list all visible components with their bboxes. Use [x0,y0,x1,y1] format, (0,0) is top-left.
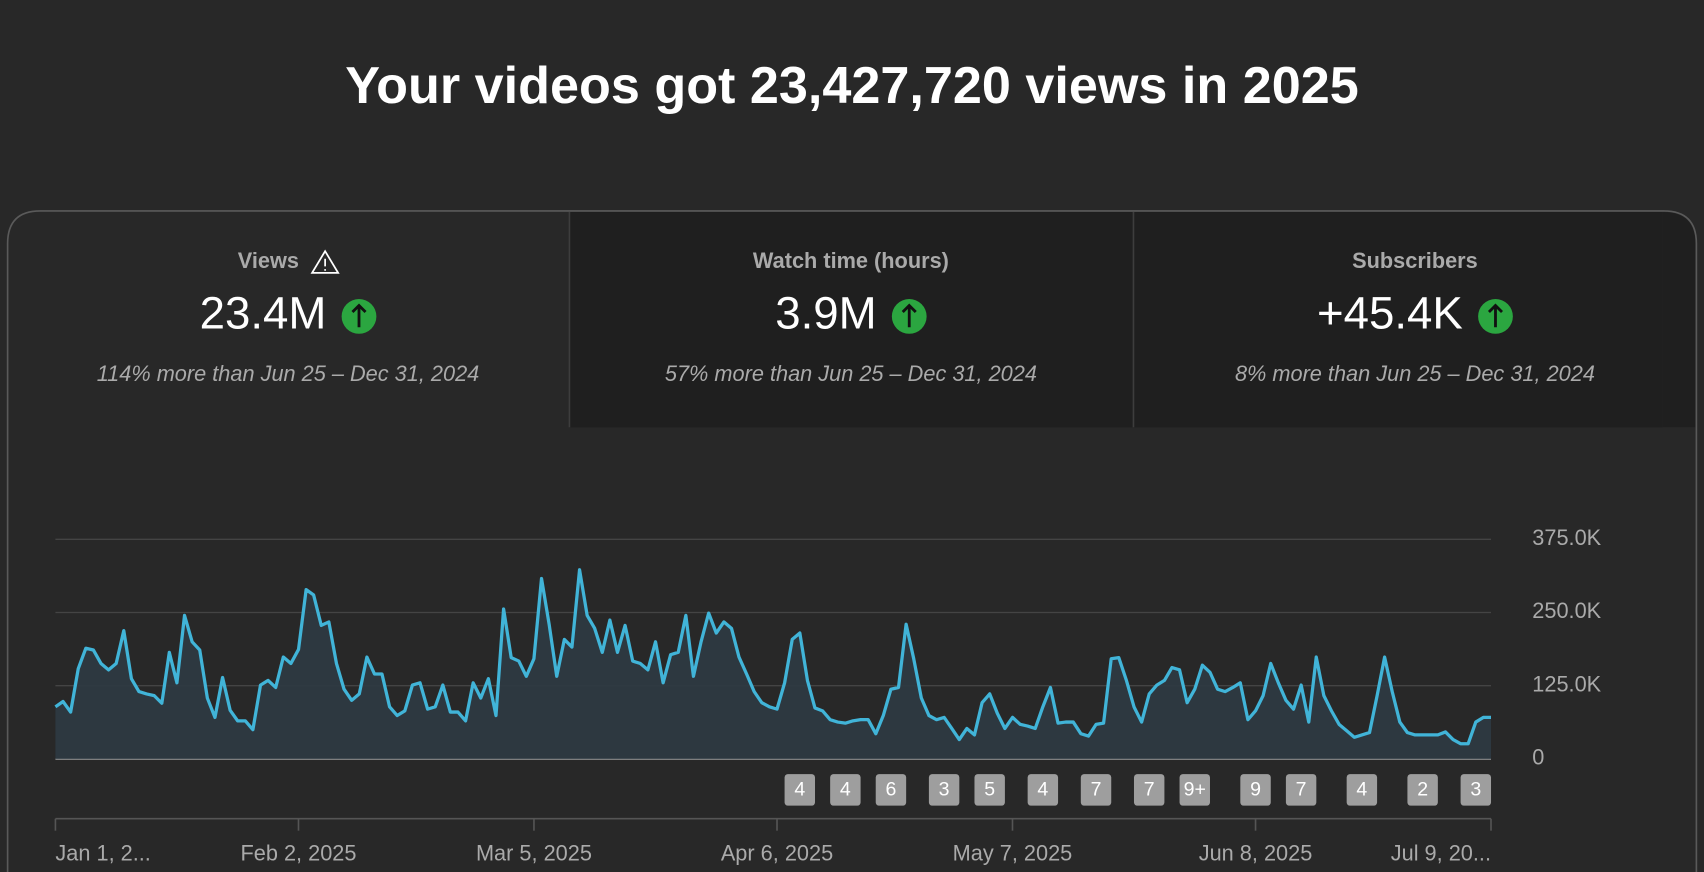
page-title: Your videos got 23,427,720 views in 2025 [345,57,1358,115]
upload-count: 4 [840,779,851,801]
trend-arrow [351,303,367,328]
x-tick-label: Apr 6, 2025 [721,840,833,865]
x-tick-label: Jul 9, 20... [1391,840,1491,865]
upload-count: 2 [1417,779,1428,801]
upload-count: 4 [1037,779,1048,801]
trend-arrow [1487,303,1504,328]
views-line [54,568,1491,746]
upload-badge [1285,774,1317,806]
upload-count: 7 [1091,779,1102,801]
metric-tab[interactable]: Subscribers +45.4K 8% more than Jun 25 – D… [1235,248,1595,386]
warning-icon [310,249,340,274]
upload-count: 6 [886,779,897,801]
trend-arrow [901,303,917,328]
y-tick-label: 125.0K [1532,671,1601,696]
tab-corner [1662,212,1696,428]
upload-badge [974,774,1005,806]
upload-marker[interactable]: 7 [1133,774,1165,806]
x-tick-label: Feb 2, 2025 [240,840,356,865]
metric-value: 3.9M [775,287,876,338]
y-tick-label: 375.0K [1532,525,1601,550]
metric-tab[interactable]: Views 23.4M 114% more than Jun 25 – Dec 31… [97,248,480,386]
metric-value: 23.4M [200,287,327,338]
metric-label: Watch time (hours) [753,248,949,273]
metric-label: Views [238,248,299,273]
upload-marker[interactable]: 6 [875,774,907,806]
upload-badge [1133,774,1165,806]
y-tick-label: 0 [1532,745,1544,770]
upload-marker[interactable]: 3 [1460,774,1492,806]
upload-marker[interactable]: 4 [1346,774,1378,806]
upload-count: 7 [1144,779,1155,801]
upload-marker[interactable]: 7 [1080,774,1112,806]
upload-badge [1460,774,1492,806]
upload-badge [1080,774,1112,806]
upload-count: 4 [794,779,805,801]
upload-badge [784,774,816,806]
upload-count: 7 [1296,779,1307,801]
upload-marker[interactable]: 2 [1407,774,1438,806]
metric-comparison: 114% more than Jun 25 – Dec 31, 2024 [97,361,480,386]
x-tick-label: Jun 8, 2025 [1199,840,1313,865]
metric-label: Subscribers [1352,248,1478,273]
metric-tab[interactable]: Watch time (hours) 3.9M 57% more than Jun … [665,248,1037,386]
upload-count: 3 [939,779,950,801]
upload-count: 9 [1250,779,1261,801]
upload-badge [1027,774,1059,806]
upload-badge [928,774,960,806]
upload-badge [1407,774,1438,806]
upload-marker[interactable]: 7 [1285,774,1317,806]
x-tick-label: Mar 5, 2025 [476,840,592,865]
upload-badge [1179,774,1210,806]
upload-count: 5 [984,779,995,801]
upload-marker[interactable]: 4 [1027,774,1059,806]
upload-marker[interactable]: 9+ [1179,774,1210,806]
x-tick-label: May 7, 2025 [953,840,1073,865]
upload-count: 9+ [1184,779,1206,801]
upload-badge [1346,774,1378,806]
upload-badge [830,774,861,806]
metric-comparison: 57% more than Jun 25 – Dec 31, 2024 [665,361,1037,386]
upload-marker[interactable]: 3 [928,774,960,806]
upload-badge [1240,774,1271,806]
metric-comparison: 8% more than Jun 25 – Dec 31, 2024 [1235,361,1595,386]
upload-marker[interactable]: 4 [830,774,861,806]
x-tick-label: Jan 1, 2... [55,840,150,865]
upload-marker[interactable]: 9 [1240,774,1271,806]
area [55,569,1492,759]
y-tick-label: 250.0K [1532,598,1601,623]
upload-count: 4 [1356,779,1367,801]
upload-marker[interactable]: 4 [784,774,816,806]
metric-value: +45.4K [1317,287,1463,338]
upload-badge [875,774,907,806]
upload-marker[interactable]: 5 [974,774,1005,806]
upload-count: 3 [1470,779,1481,801]
